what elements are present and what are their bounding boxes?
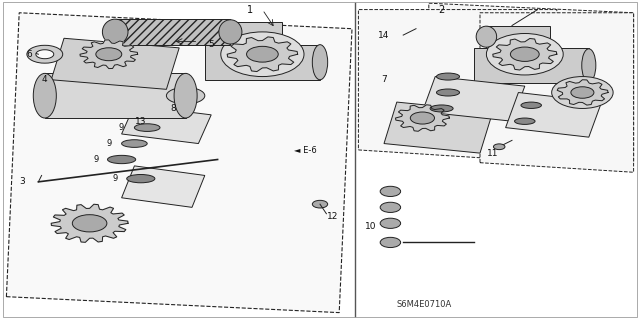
Circle shape	[246, 46, 278, 62]
Bar	[45, 73, 186, 118]
Ellipse shape	[127, 174, 155, 183]
Ellipse shape	[102, 19, 128, 45]
Ellipse shape	[380, 202, 401, 212]
Ellipse shape	[134, 124, 160, 131]
Polygon shape	[557, 80, 608, 105]
Text: 7: 7	[381, 75, 387, 84]
Ellipse shape	[521, 102, 541, 108]
Circle shape	[72, 215, 107, 232]
Text: 11: 11	[487, 149, 499, 158]
Text: 6: 6	[26, 50, 31, 59]
Ellipse shape	[493, 144, 505, 150]
Polygon shape	[122, 166, 205, 207]
Ellipse shape	[515, 118, 535, 124]
Polygon shape	[506, 93, 602, 137]
Text: 5: 5	[209, 40, 214, 49]
Ellipse shape	[582, 49, 596, 82]
Ellipse shape	[476, 26, 497, 47]
Ellipse shape	[33, 73, 56, 118]
Polygon shape	[384, 102, 493, 153]
Text: 8: 8	[170, 104, 175, 113]
Polygon shape	[396, 105, 449, 131]
Ellipse shape	[552, 77, 613, 108]
Ellipse shape	[380, 237, 401, 248]
Polygon shape	[51, 38, 179, 89]
Text: 1: 1	[246, 4, 253, 15]
Ellipse shape	[174, 73, 197, 118]
Polygon shape	[429, 3, 634, 163]
Polygon shape	[6, 13, 352, 313]
Bar	[486, 26, 550, 48]
Circle shape	[96, 48, 122, 61]
Ellipse shape	[312, 45, 328, 80]
Ellipse shape	[430, 105, 453, 112]
Text: 2: 2	[438, 4, 445, 15]
Circle shape	[571, 87, 594, 98]
Text: 9: 9	[93, 155, 99, 164]
Ellipse shape	[108, 155, 136, 164]
Ellipse shape	[380, 218, 401, 228]
Polygon shape	[227, 37, 298, 71]
Text: 9: 9	[113, 174, 118, 183]
Bar	[115, 19, 230, 45]
Bar	[205, 45, 320, 80]
Polygon shape	[358, 10, 557, 163]
Ellipse shape	[380, 186, 401, 197]
Text: 9: 9	[106, 139, 111, 148]
Bar	[218, 22, 282, 45]
Ellipse shape	[436, 89, 460, 96]
Text: 3: 3	[20, 177, 25, 186]
Polygon shape	[480, 13, 634, 172]
Circle shape	[511, 47, 539, 62]
Circle shape	[410, 112, 435, 124]
Bar	[474, 48, 589, 83]
Ellipse shape	[221, 32, 304, 77]
Text: 9: 9	[119, 123, 124, 132]
Polygon shape	[493, 39, 557, 70]
Ellipse shape	[122, 140, 147, 147]
Text: 10: 10	[365, 222, 377, 231]
Text: 13: 13	[135, 117, 147, 126]
Ellipse shape	[486, 33, 563, 75]
Ellipse shape	[166, 87, 205, 104]
Text: 14: 14	[378, 31, 390, 40]
Ellipse shape	[436, 73, 460, 80]
Ellipse shape	[219, 20, 242, 44]
Text: ◄ E-6: ◄ E-6	[294, 146, 317, 155]
Polygon shape	[51, 204, 128, 242]
Ellipse shape	[206, 22, 229, 45]
Polygon shape	[80, 40, 138, 69]
Text: S6M4E0710A: S6M4E0710A	[397, 300, 452, 309]
Text: 12: 12	[327, 212, 339, 221]
Polygon shape	[122, 105, 211, 144]
Text: 4: 4	[42, 75, 47, 84]
Polygon shape	[422, 77, 525, 121]
Ellipse shape	[312, 200, 328, 208]
